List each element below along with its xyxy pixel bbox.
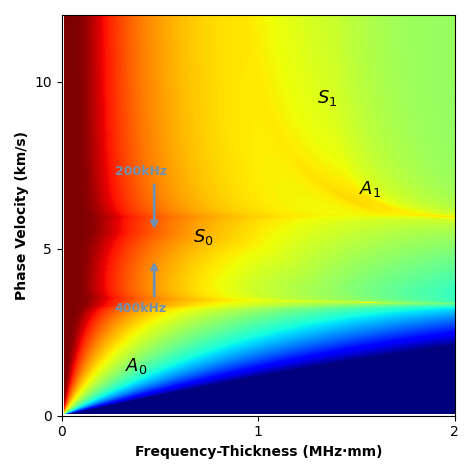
X-axis label: Frequency-Thickness (MHz·mm): Frequency-Thickness (MHz·mm) (135, 445, 382, 459)
Text: $\mathit{S}_0$: $\mathit{S}_0$ (193, 227, 214, 247)
Text: 400kHz: 400kHz (115, 302, 167, 315)
Text: $\mathit{S}_1$: $\mathit{S}_1$ (317, 89, 337, 109)
Text: 200kHz: 200kHz (115, 165, 167, 178)
Text: $\mathit{A}_0$: $\mathit{A}_0$ (125, 356, 148, 375)
Text: $\mathit{A}_1$: $\mathit{A}_1$ (359, 179, 381, 199)
Y-axis label: Phase Velocity (km/s): Phase Velocity (km/s) (15, 131, 29, 300)
